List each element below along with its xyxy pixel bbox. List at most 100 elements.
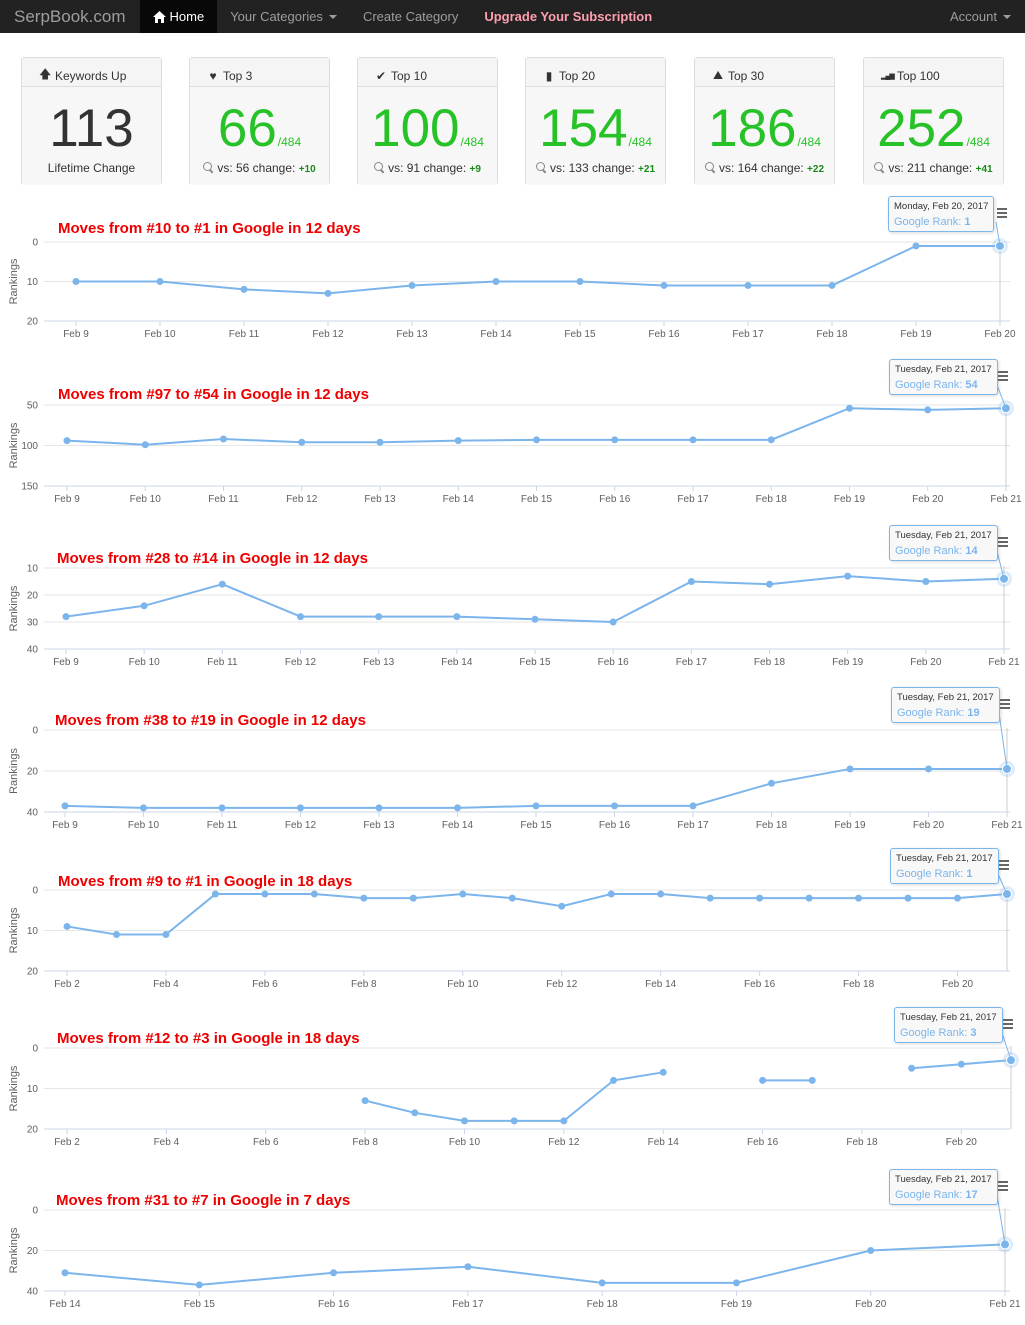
data-point[interactable] [925, 765, 932, 773]
data-point[interactable] [598, 1279, 606, 1287]
data-point[interactable] [1006, 1055, 1016, 1066]
data-point[interactable] [459, 890, 467, 898]
data-point[interactable] [409, 894, 417, 902]
data-point[interactable] [607, 890, 615, 898]
data-point[interactable] [904, 894, 912, 902]
nav-categories-dropdown[interactable]: Your Categories [217, 0, 350, 33]
data-point[interactable] [759, 1076, 767, 1084]
data-point[interactable] [408, 281, 416, 289]
data-point[interactable] [805, 894, 813, 902]
data-point[interactable] [454, 437, 462, 445]
data-point[interactable] [330, 1269, 338, 1277]
data-point[interactable] [768, 779, 775, 787]
search-icon[interactable] [535, 162, 547, 173]
data-point[interactable] [61, 1269, 69, 1277]
data-point[interactable] [924, 406, 932, 414]
data-point[interactable] [411, 1109, 419, 1117]
data-point[interactable] [533, 436, 540, 444]
data-point[interactable] [828, 281, 836, 289]
data-point[interactable] [492, 278, 500, 285]
data-point[interactable] [609, 618, 617, 626]
data-point[interactable] [610, 1076, 618, 1084]
data-point[interactable] [689, 436, 697, 444]
data-point[interactable] [689, 802, 697, 810]
data-point[interactable] [611, 436, 619, 444]
data-point[interactable] [376, 438, 384, 446]
data-point[interactable] [867, 1247, 875, 1254]
data-point[interactable] [576, 278, 584, 285]
data-point[interactable] [808, 1076, 816, 1084]
nav-home[interactable]: Home [139, 0, 218, 33]
data-point[interactable] [460, 1117, 468, 1125]
data-point[interactable] [855, 894, 863, 902]
data-point[interactable] [558, 902, 566, 910]
chart-menu-icon[interactable] [1003, 1019, 1013, 1029]
data-point[interactable] [240, 285, 248, 293]
search-icon[interactable] [704, 162, 716, 173]
data-point[interactable] [162, 931, 170, 939]
data-point[interactable] [660, 281, 668, 289]
data-point[interactable] [846, 404, 853, 412]
brand-logo[interactable]: SerpBook.com [14, 7, 126, 26]
data-point[interactable] [1002, 763, 1012, 774]
search-icon[interactable] [203, 162, 214, 173]
data-point[interactable] [844, 572, 852, 580]
search-icon[interactable] [874, 162, 885, 173]
data-point[interactable] [72, 278, 80, 285]
nav-create-category[interactable]: Create Category [362, 9, 459, 24]
data-point[interactable] [508, 894, 516, 902]
data-point[interactable] [756, 894, 764, 902]
data-point[interactable] [61, 802, 69, 810]
data-point[interactable] [375, 804, 383, 812]
data-point[interactable] [218, 580, 226, 588]
data-point[interactable] [687, 578, 695, 585]
data-point[interactable] [361, 1097, 369, 1105]
data-point[interactable] [532, 802, 540, 810]
data-point[interactable] [611, 802, 618, 810]
data-point[interactable] [211, 890, 219, 898]
data-point[interactable] [63, 437, 71, 445]
data-point[interactable] [510, 1117, 518, 1125]
data-point[interactable] [360, 894, 368, 902]
data-point[interactable] [453, 613, 461, 621]
data-point[interactable] [1000, 1239, 1010, 1250]
data-point[interactable] [63, 922, 71, 930]
data-point[interactable] [297, 613, 304, 621]
data-point[interactable] [922, 578, 930, 585]
data-point[interactable] [744, 281, 752, 289]
data-point[interactable] [375, 613, 383, 621]
chart-menu-icon[interactable] [998, 371, 1008, 381]
data-point[interactable] [560, 1117, 568, 1125]
data-point[interactable] [657, 890, 665, 898]
data-point[interactable] [706, 894, 714, 902]
data-point[interactable] [732, 1279, 740, 1287]
data-point[interactable] [908, 1064, 916, 1072]
chart-menu-icon[interactable] [997, 208, 1007, 218]
nav-upgrade-subscription[interactable]: Upgrade Your Subscription [484, 9, 653, 24]
data-point[interactable] [531, 615, 539, 623]
data-point[interactable] [112, 931, 120, 939]
data-point[interactable] [766, 580, 773, 588]
data-point[interactable] [767, 436, 775, 444]
data-point[interactable] [140, 804, 147, 812]
data-point[interactable] [140, 602, 148, 610]
chart-menu-icon[interactable] [998, 537, 1008, 547]
chart-menu-icon[interactable] [999, 860, 1009, 870]
data-point[interactable] [261, 890, 269, 898]
data-point[interactable] [324, 289, 332, 297]
data-point[interactable] [464, 1263, 472, 1271]
search-icon[interactable] [374, 162, 385, 173]
data-point[interactable] [954, 894, 962, 902]
data-point[interactable] [218, 804, 226, 812]
chart-menu-icon[interactable] [998, 1181, 1008, 1191]
data-point[interactable] [912, 242, 920, 250]
data-point[interactable] [298, 438, 306, 446]
data-point[interactable] [454, 804, 461, 812]
chart-menu-icon[interactable] [1000, 699, 1010, 709]
data-point[interactable] [297, 804, 304, 812]
data-point[interactable] [310, 890, 318, 898]
data-point[interactable] [141, 441, 149, 449]
data-point[interactable] [62, 613, 70, 621]
data-point[interactable] [220, 435, 227, 443]
data-point[interactable] [195, 1281, 203, 1289]
